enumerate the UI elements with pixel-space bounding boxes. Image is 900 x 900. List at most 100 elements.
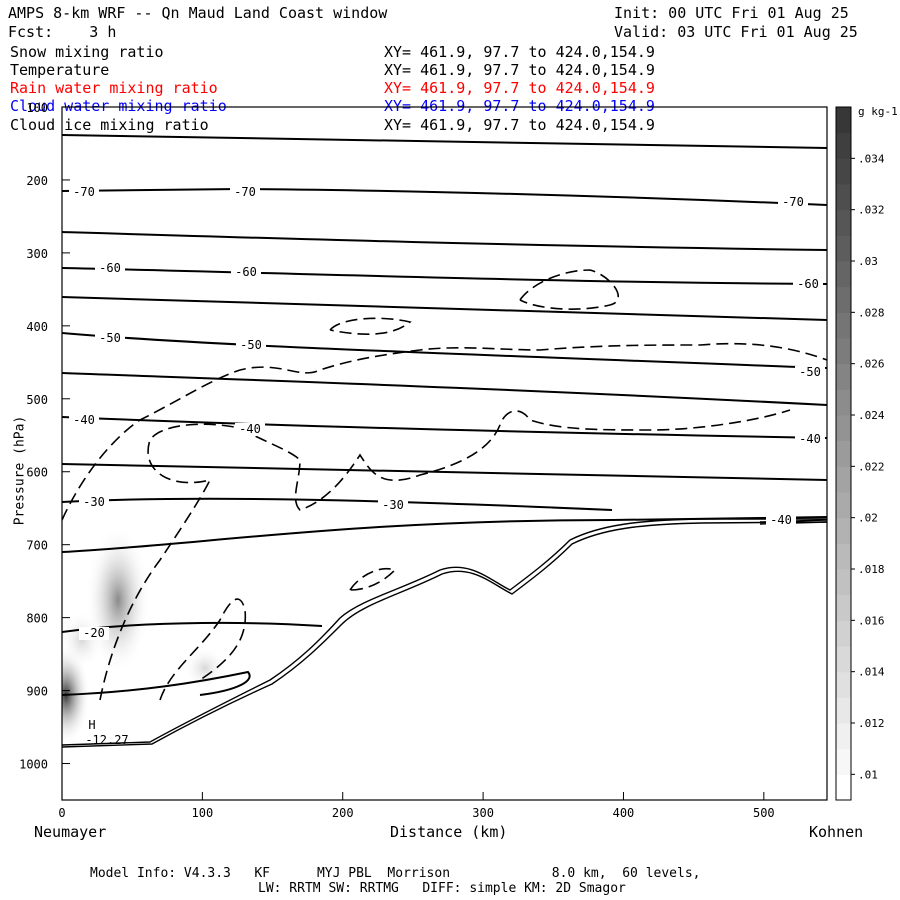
contour-labels: -70 -70 -70 -60 -60 -60 -50 -50 -50 -40 -40 -40 -30 -… [69,185,825,747]
colorbar-cell [836,158,851,185]
legend-snow-label: Snow mixing ratio [10,43,164,61]
terrain-outline [61,518,828,748]
y-axis: 100 200 300 400 500 600 700 800 900 1000 [19,101,70,772]
contour-label: -40 [770,513,792,527]
contour-label: -60 [797,277,819,291]
colorbar-cell [836,492,851,519]
contour-label-bg [378,499,408,512]
x-axis: 0 100 200 300 400 500 [58,792,775,820]
contour-label: -30 [382,498,404,512]
x-tick-label: 300 [472,806,494,820]
colorbar-cell [836,389,851,416]
isotherm [62,463,827,481]
colorbar-cell [836,363,851,390]
x-tick-label: 100 [192,806,214,820]
colorbar-cell [836,107,851,134]
colorbar-cell [836,235,851,262]
colorbar-cell [836,517,851,544]
colorbar: .01 .012 .014 .016 .018 .02 .022 .024 .026 .028 .0… [835,106,885,801]
colorbar-tick-label: .016 [858,614,885,627]
legend-temperature-xy: XY= 461.9, 97.7 to 424.0,154.9 [384,61,655,79]
isotherm [62,670,251,696]
x-tick-label: 0 [58,806,65,820]
y-tick-label: 800 [26,612,48,626]
contour-label: -70 [73,185,95,199]
y-tick-label: 900 [26,685,48,699]
legend-cloud-ice-label: Cloud ice mixing ratio [10,116,209,134]
colorbar-cell [836,697,851,724]
colorbar-tick-label: .03 [858,255,878,268]
cloud-ice-contours [62,269,827,701]
contour-label: -30 [83,495,105,509]
colorbar-cell [836,184,851,211]
ice-contour [349,568,397,591]
colorbar-cell [836,748,851,775]
contour-label-bg [79,496,109,509]
contour-label-bg [79,627,109,640]
contour-label: -20 [83,626,105,640]
legend-snow-xy: XY= 461.9, 97.7 to 424.0,154.9 [384,43,655,61]
contour-label-bg [766,514,796,527]
contour-label: -50 [99,331,121,345]
physics-info: LW: RRTM SW: RRTMG DIFF: simple KM: 2D S… [258,881,626,896]
colorbar-tick-label: .028 [858,306,885,319]
min-value: -12.27 [85,733,128,747]
y-tick-label: 500 [26,393,48,407]
colorbar-cell [836,312,851,339]
legend-rain-label: Rain water mixing ratio [10,79,218,97]
contour-label: -60 [235,265,257,279]
contour-label: -40 [799,432,821,446]
ice-contour [159,598,247,701]
colorbar-tick-label: .024 [858,409,885,422]
valid-time: Valid: 03 UTC Fri 01 Aug 25 [614,23,858,41]
colorbar-cell [836,440,851,467]
x-tick-label: 400 [613,806,635,820]
contour-label-bg [95,262,125,275]
isotherm [62,516,827,553]
y-tick-label: 200 [26,174,48,188]
x-tick-label: 200 [332,806,354,820]
contour-label-bg [793,278,823,291]
plot-frame [61,106,828,801]
min-symbol: H [88,718,95,732]
legend-temperature-label: Temperature [10,61,110,79]
colorbar-tick-label: .02 [858,512,878,525]
forecast-hour: Fcst: 3 h [8,23,117,41]
colorbar-cell [836,415,851,442]
terrain-line [61,518,827,746]
colorbar-cell [836,620,851,647]
y-tick-label: 1000 [19,758,48,772]
colorbar-cell [836,774,851,801]
isotherm [62,187,827,206]
colorbar-cell [836,261,851,288]
colorbar-cell [836,209,851,236]
colorbar-tick-label: .01 [858,768,878,781]
ice-contour [62,342,827,521]
isotherm [62,296,827,321]
colorbar-unit: g kg-1 [858,105,898,118]
contour-label: -50 [240,338,262,352]
colorbar-cell [836,569,851,596]
colorbar-tick-label: .032 [858,204,885,217]
y-tick-label: 300 [26,247,48,261]
init-time: Init: 00 UTC Fri 01 Aug 25 [614,4,849,22]
contour-label: -60 [99,261,121,275]
legend-cloud-ice-xy: XY= 461.9, 97.7 to 424.0,154.9 [384,116,655,134]
terrain-line [61,521,828,748]
x-end-label: Kohnen [809,823,864,841]
colorbar-cell [836,338,851,365]
y-tick-label: 400 [26,320,48,334]
isotherm [62,332,827,369]
ice-contour [99,409,791,701]
legend-cloud-water-label: Cloud water mixing ratio [10,97,227,115]
x-axis-title: Distance (km) [390,823,508,841]
contour-label-bg [230,186,260,199]
y-axis-title: Pressure (hPa) [12,415,28,526]
colorbar-cell [836,671,851,698]
colorbar-cell [836,466,851,493]
contour-label-bg [69,414,99,427]
contour-label-bg [236,339,266,352]
contour-label: -70 [782,195,804,209]
colorbar-cell [836,646,851,673]
